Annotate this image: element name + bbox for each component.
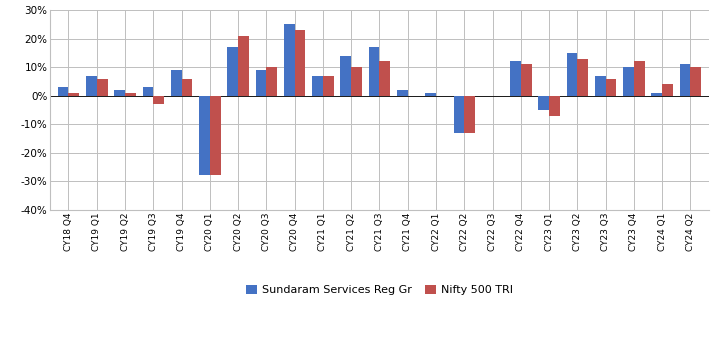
Bar [566,53,577,96]
Bar [606,78,616,96]
Bar [397,90,407,96]
Bar [284,24,295,96]
Bar [464,96,475,132]
Bar [182,78,193,96]
Bar [153,96,164,104]
Bar [266,67,277,96]
Bar [238,36,249,96]
Bar [453,96,464,132]
Bar [199,96,210,175]
Bar [256,70,266,96]
Bar [69,93,79,96]
Bar [125,93,136,96]
Bar [142,87,153,96]
Bar [623,67,634,96]
Bar [58,87,69,96]
Bar [369,47,379,96]
Bar [679,64,690,96]
Bar [228,47,238,96]
Bar [379,62,390,96]
Bar [97,78,107,96]
Bar [662,84,673,96]
Bar [312,76,323,96]
Bar [352,67,362,96]
Bar [595,76,606,96]
Legend: Sundaram Services Reg Gr, Nifty 500 TRI: Sundaram Services Reg Gr, Nifty 500 TRI [242,281,517,300]
Bar [577,58,588,96]
Bar [323,76,334,96]
Bar [295,30,306,96]
Bar [510,62,521,96]
Bar [425,93,436,96]
Bar [341,56,352,96]
Bar [652,93,662,96]
Bar [171,70,182,96]
Bar [690,67,701,96]
Bar [115,90,125,96]
Bar [549,96,560,116]
Bar [210,96,221,175]
Bar [538,96,549,110]
Bar [634,62,644,96]
Bar [521,64,531,96]
Bar [86,76,97,96]
